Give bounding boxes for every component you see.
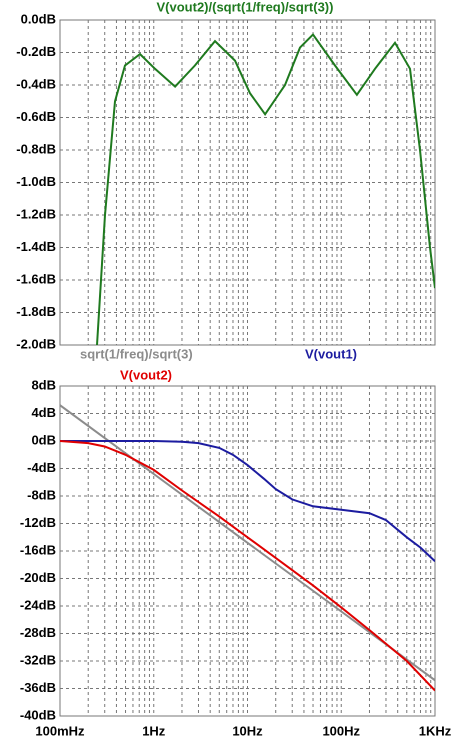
y-tick-label: -0.8dB xyxy=(16,141,56,156)
y-tick-label: -2.0dB xyxy=(16,336,56,351)
y-tick-label: -4dB xyxy=(27,460,56,475)
y-tick-label: -1.4dB xyxy=(16,239,56,254)
y-tick-label: -16dB xyxy=(20,542,56,557)
y-tick-label: -1.8dB xyxy=(16,304,56,319)
legend-entry: V(vout2)/(sqrt(1/freq)/sqrt(3)) xyxy=(157,0,334,14)
y-tick-label: -1.0dB xyxy=(16,174,56,189)
series-line xyxy=(96,33,435,345)
series-line xyxy=(60,440,435,692)
y-tick-label: -1.2dB xyxy=(16,206,56,221)
plot-frame xyxy=(59,19,436,346)
y-tick-label: -8dB xyxy=(27,487,56,502)
x-tick-label: 1KHz xyxy=(419,723,452,738)
x-tick-label: 10Hz xyxy=(232,723,263,738)
series-line xyxy=(60,440,435,563)
y-tick-label: -1.6dB xyxy=(16,271,56,286)
y-tick-label: -12dB xyxy=(20,515,56,530)
y-tick-label: -36dB xyxy=(20,680,56,695)
x-tick-label: 100mHz xyxy=(35,723,85,738)
y-tick-label: -0.2dB xyxy=(16,44,56,59)
plot-frame xyxy=(59,385,436,717)
legend-entry: sqrt(1/freq)/sqrt(3) xyxy=(80,346,193,361)
y-tick-label: 4dB xyxy=(31,405,56,420)
x-tick-label: 1Hz xyxy=(142,723,166,738)
y-tick-label: -32dB xyxy=(20,652,56,667)
y-tick-label: -24dB xyxy=(20,597,56,612)
legend-entry: V(vout2) xyxy=(120,367,172,382)
y-tick-label: 0dB xyxy=(31,432,56,447)
y-tick-label: -40dB xyxy=(20,707,56,722)
y-tick-label: -20dB xyxy=(20,570,56,585)
y-tick-label: -0.6dB xyxy=(16,109,56,124)
x-tick-label: 100Hz xyxy=(322,723,360,738)
series-line xyxy=(60,404,435,682)
y-tick-label: -28dB xyxy=(20,625,56,640)
y-tick-label: 0.0dB xyxy=(21,11,56,26)
legend-entry: V(vout1) xyxy=(305,346,357,361)
y-tick-label: 8dB xyxy=(31,377,56,392)
y-tick-label: -0.4dB xyxy=(16,76,56,91)
